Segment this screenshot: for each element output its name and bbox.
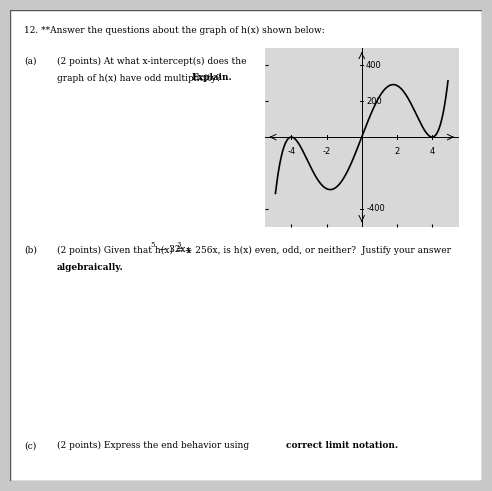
Text: -2: -2	[322, 147, 331, 156]
Text: 2: 2	[394, 147, 400, 156]
Text: (2 points) Express the end behavior using: (2 points) Express the end behavior usin…	[57, 441, 252, 450]
Text: 4: 4	[430, 147, 435, 156]
Text: 12. **Answer the questions about the graph of h(x) shown below:: 12. **Answer the questions about the gra…	[24, 27, 325, 35]
Text: (b): (b)	[24, 246, 37, 254]
Text: (2 points) At what x-intercept(s) does the: (2 points) At what x-intercept(s) does t…	[57, 57, 246, 66]
Text: Explain.: Explain.	[192, 74, 232, 82]
Text: graph of h(x) have odd multiplicity?: graph of h(x) have odd multiplicity?	[57, 74, 227, 82]
Text: (2 points) Given that h(x) = x: (2 points) Given that h(x) = x	[57, 246, 191, 255]
Text: algebraically.: algebraically.	[57, 263, 124, 273]
Text: 3: 3	[177, 241, 181, 249]
Text: + 256x, is h(x) even, odd, or neither?  Justify your answer: + 256x, is h(x) even, odd, or neither? J…	[182, 246, 451, 255]
Text: − 32x: − 32x	[156, 246, 186, 254]
Text: -4: -4	[287, 147, 295, 156]
Text: (c): (c)	[24, 441, 36, 450]
Text: 400: 400	[366, 61, 382, 70]
Text: (a): (a)	[24, 57, 36, 66]
Text: 200: 200	[366, 97, 382, 106]
Text: 5: 5	[151, 241, 155, 249]
Text: correct limit notation.: correct limit notation.	[286, 441, 398, 450]
Text: -400: -400	[366, 204, 385, 213]
